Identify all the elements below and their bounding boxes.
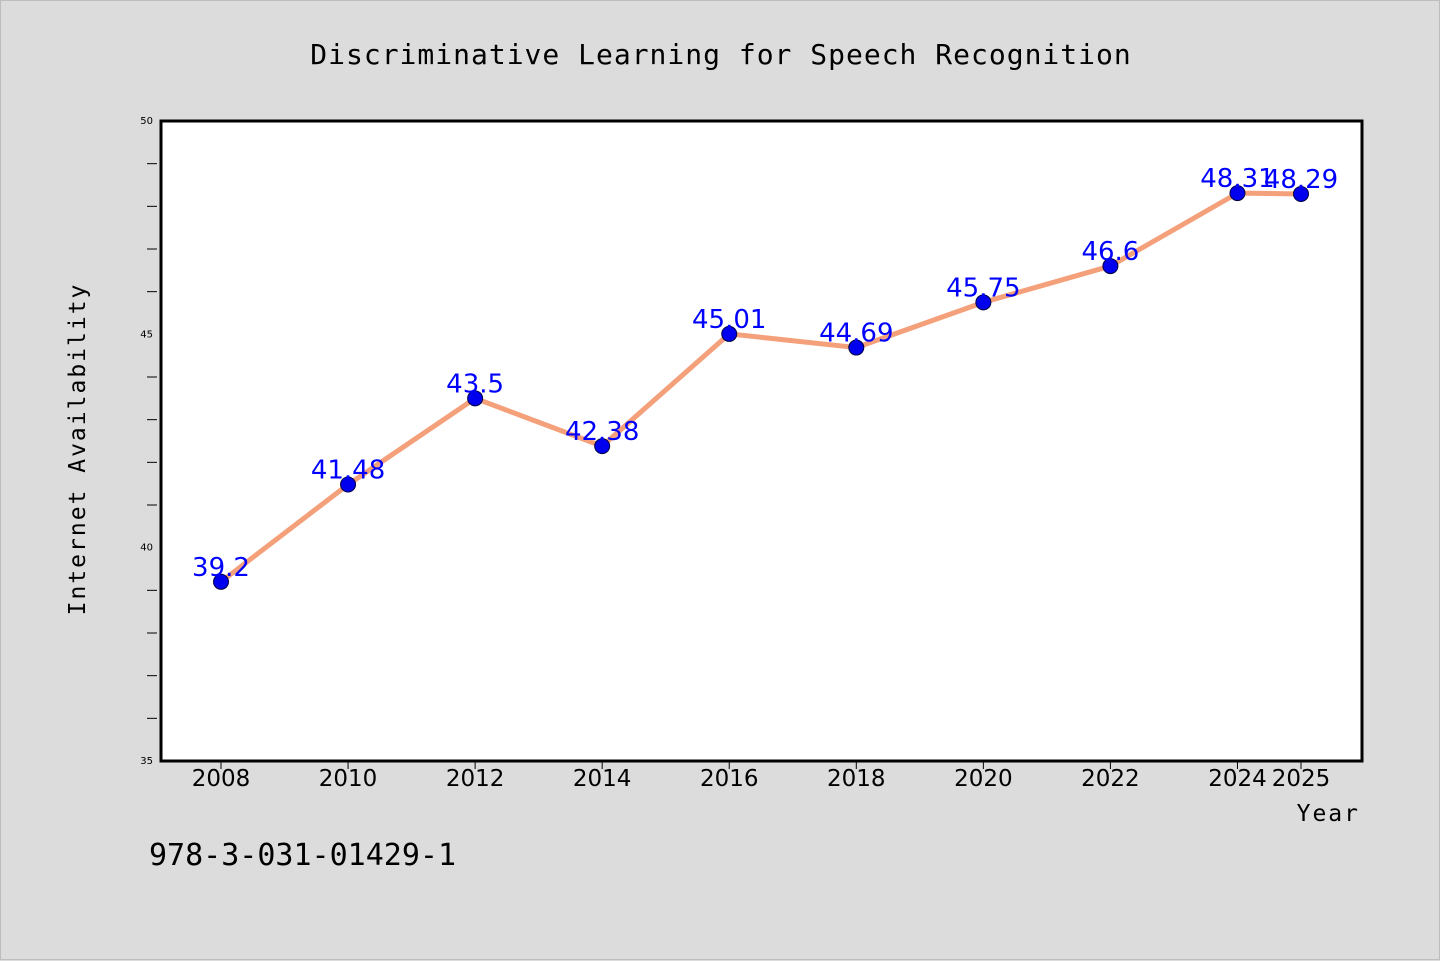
x-tick-label: 2025 xyxy=(1272,766,1331,792)
series-group: 39.2 41.48 43.5 42.38 45.01 44.69 45.75 46.6 48.… xyxy=(192,164,1338,590)
data-point xyxy=(340,476,357,493)
x-axis-label: Year xyxy=(1297,801,1360,827)
data-label: 45.01 xyxy=(692,305,766,335)
series-line xyxy=(218,190,1304,585)
data-label: 48.31 xyxy=(1200,164,1274,194)
x-tick-label: 2016 xyxy=(700,766,759,792)
data-label: 45.75 xyxy=(946,273,1020,303)
y-tick-label: 45 xyxy=(140,329,153,340)
data-label: 48.29 xyxy=(1264,165,1338,195)
y-tick-label: 40 xyxy=(140,543,153,554)
x-tick-label: 2022 xyxy=(1081,766,1140,792)
data-label: 42.38 xyxy=(565,417,639,447)
y-axis-label: Internet Availability xyxy=(65,283,91,616)
data-label: 44.69 xyxy=(819,319,893,349)
data-point xyxy=(1293,185,1309,202)
isbn-footer: 978-3-031-01429-1 xyxy=(149,838,456,873)
x-tick-label: 2014 xyxy=(573,766,632,792)
x-axis: 2008 2010 2012 2014 2016 2018 2020 2022 2024 2025 xyxy=(192,761,1331,792)
x-tick-label: 2020 xyxy=(954,766,1013,792)
data-point xyxy=(848,339,865,356)
data-point xyxy=(594,438,611,455)
data-point xyxy=(1102,258,1119,275)
x-tick-label: 2010 xyxy=(319,766,378,792)
data-point xyxy=(213,573,229,590)
data-point xyxy=(467,390,484,407)
y-tick-label: 35 xyxy=(140,756,153,767)
data-label: 41.48 xyxy=(311,456,385,486)
x-tick-label: 2018 xyxy=(827,766,886,792)
y-axis: 35 40 45 50 xyxy=(140,116,157,767)
chart-title: Discriminative Learning for Speech Recog… xyxy=(310,38,1131,71)
data-label: 43.5 xyxy=(446,369,504,399)
x-tick-label: 2024 xyxy=(1208,766,1267,792)
x-tick-label: 2012 xyxy=(446,766,505,792)
plot-area xyxy=(159,119,1364,763)
x-tick-label: 2008 xyxy=(192,766,251,792)
data-point xyxy=(975,294,992,311)
data-point xyxy=(1229,185,1246,202)
y-tick-label: 50 xyxy=(140,116,153,127)
data-point xyxy=(721,325,738,342)
data-label: 39.2 xyxy=(192,553,250,583)
data-label: 46.6 xyxy=(1081,237,1139,267)
